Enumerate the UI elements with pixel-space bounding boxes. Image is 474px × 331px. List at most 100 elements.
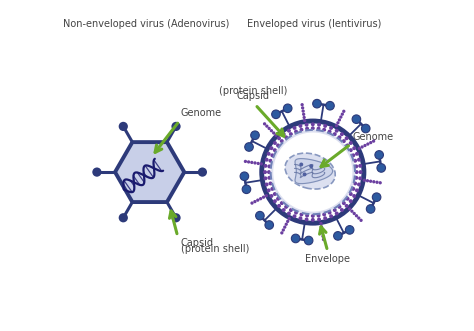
Circle shape [270, 187, 274, 191]
Circle shape [354, 165, 358, 168]
Circle shape [289, 208, 293, 212]
Circle shape [326, 101, 334, 110]
Circle shape [321, 231, 324, 235]
Circle shape [265, 124, 268, 128]
Circle shape [273, 132, 352, 212]
Circle shape [172, 122, 181, 131]
Circle shape [198, 167, 207, 177]
Circle shape [267, 188, 271, 192]
Circle shape [335, 124, 338, 127]
Circle shape [259, 197, 262, 200]
Circle shape [267, 127, 271, 130]
Circle shape [345, 136, 348, 140]
Circle shape [292, 234, 300, 243]
Circle shape [240, 172, 249, 180]
Circle shape [333, 132, 337, 136]
Circle shape [358, 164, 362, 168]
Circle shape [264, 164, 267, 168]
Circle shape [282, 132, 286, 136]
Circle shape [265, 221, 273, 229]
Circle shape [260, 162, 263, 166]
Circle shape [329, 214, 333, 218]
Circle shape [357, 182, 361, 186]
Circle shape [299, 124, 302, 128]
Circle shape [369, 180, 372, 183]
Circle shape [289, 132, 293, 136]
Circle shape [320, 228, 324, 232]
Circle shape [346, 226, 354, 234]
Circle shape [247, 160, 250, 164]
Circle shape [300, 128, 303, 132]
Circle shape [340, 132, 344, 136]
Circle shape [267, 170, 271, 174]
Circle shape [355, 152, 359, 156]
Circle shape [362, 124, 370, 133]
Circle shape [271, 130, 355, 214]
Circle shape [366, 179, 369, 182]
Circle shape [337, 205, 341, 209]
Circle shape [338, 118, 341, 121]
Circle shape [282, 208, 286, 212]
Circle shape [292, 214, 297, 218]
Circle shape [262, 196, 265, 199]
Circle shape [348, 207, 351, 211]
Circle shape [340, 208, 344, 212]
Circle shape [364, 144, 366, 147]
Circle shape [267, 152, 271, 156]
Circle shape [334, 232, 342, 240]
Circle shape [255, 212, 264, 220]
Circle shape [369, 141, 373, 144]
Circle shape [283, 104, 292, 113]
Text: (protein shell): (protein shell) [219, 86, 288, 96]
Circle shape [305, 123, 309, 127]
Circle shape [282, 228, 285, 232]
Circle shape [337, 135, 341, 139]
Circle shape [311, 214, 315, 218]
Circle shape [322, 128, 326, 132]
Circle shape [333, 208, 337, 212]
Circle shape [346, 143, 349, 147]
Circle shape [267, 176, 271, 180]
Circle shape [286, 220, 289, 223]
Circle shape [267, 165, 271, 168]
Circle shape [269, 194, 273, 198]
Circle shape [253, 200, 256, 203]
Circle shape [245, 143, 253, 151]
Circle shape [322, 238, 325, 241]
Circle shape [269, 146, 273, 150]
Circle shape [284, 135, 288, 139]
Circle shape [256, 199, 259, 202]
Circle shape [250, 161, 254, 164]
Circle shape [355, 188, 359, 192]
Circle shape [375, 151, 383, 159]
Circle shape [345, 204, 348, 208]
Circle shape [299, 163, 303, 166]
Circle shape [349, 141, 353, 145]
Circle shape [305, 127, 309, 131]
Circle shape [265, 194, 268, 197]
Circle shape [357, 216, 360, 220]
Circle shape [360, 145, 364, 149]
Text: Capsid: Capsid [237, 91, 270, 101]
Circle shape [263, 122, 266, 125]
Circle shape [323, 216, 327, 220]
Circle shape [357, 147, 361, 150]
Circle shape [366, 205, 375, 213]
Circle shape [341, 113, 344, 116]
Circle shape [118, 213, 128, 222]
Circle shape [346, 197, 349, 201]
Text: Non-enveloped virus (Adenovirus): Non-enveloped virus (Adenovirus) [63, 19, 229, 29]
Circle shape [302, 116, 306, 119]
Circle shape [355, 170, 359, 174]
Circle shape [375, 181, 379, 184]
Circle shape [256, 162, 260, 165]
Circle shape [276, 143, 280, 147]
Circle shape [305, 213, 309, 217]
Circle shape [351, 153, 356, 157]
Circle shape [350, 210, 354, 213]
Circle shape [92, 167, 101, 177]
Circle shape [349, 148, 353, 152]
Circle shape [294, 211, 298, 214]
Circle shape [244, 160, 247, 163]
Text: (protein shell): (protein shell) [181, 244, 249, 254]
